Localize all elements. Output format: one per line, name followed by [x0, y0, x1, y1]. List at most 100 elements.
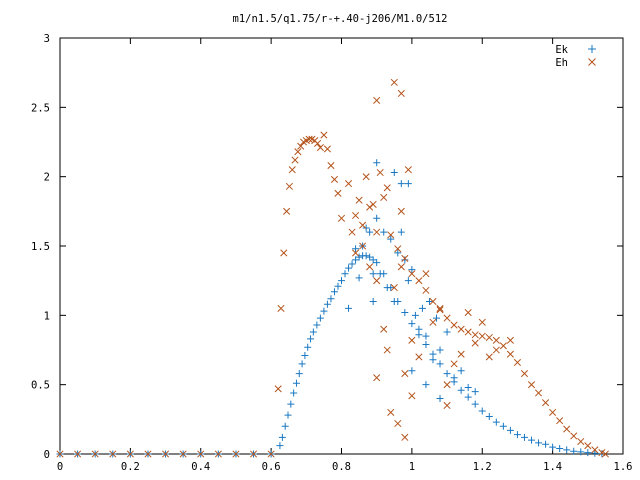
point-eh — [390, 78, 398, 86]
point-ek — [408, 266, 416, 274]
point-eh — [144, 450, 152, 458]
y-tick-label: 1.5 — [31, 241, 50, 253]
plot-frame — [59, 37, 624, 455]
point-eh — [549, 408, 557, 416]
point-ek — [443, 328, 451, 336]
legend-label-ek: Ek — [555, 44, 568, 56]
point-eh — [429, 318, 437, 326]
x-tick-label: 0.8 — [332, 461, 351, 473]
point-eh — [492, 346, 500, 354]
point-eh — [390, 284, 398, 292]
point-eh — [408, 336, 416, 344]
point-eh — [373, 96, 381, 104]
point-ek — [397, 180, 405, 188]
series-marks — [56, 78, 609, 458]
point-ek — [598, 450, 606, 458]
point-ek — [422, 332, 430, 340]
point-ek — [535, 439, 543, 447]
point-eh — [408, 270, 416, 278]
y-tick-label: 0 — [44, 449, 50, 461]
point-ek — [323, 300, 331, 308]
point-eh — [443, 381, 451, 389]
point-eh — [74, 450, 82, 458]
point-ek — [387, 235, 395, 243]
point-eh — [584, 442, 592, 450]
point-ek — [373, 159, 381, 167]
legend-marker-ek — [588, 45, 596, 53]
point-eh — [471, 331, 479, 339]
y-tick-label: 2.5 — [31, 102, 50, 114]
point-eh — [91, 450, 99, 458]
y-tick-label: 2 — [44, 172, 50, 184]
point-ek — [471, 388, 479, 396]
point-ek — [563, 446, 571, 454]
point-ek — [422, 381, 430, 389]
point-eh — [563, 425, 571, 433]
point-ek — [369, 297, 377, 305]
point-eh — [577, 437, 585, 446]
point-ek — [316, 314, 324, 322]
point-eh — [499, 342, 507, 350]
point-ek — [276, 442, 284, 450]
point-ek — [362, 224, 370, 232]
point-ek — [362, 252, 370, 260]
y-tick-label: 3 — [44, 33, 50, 45]
point-ek — [404, 180, 412, 188]
x-tick-label: 0.2 — [121, 461, 140, 473]
y-tick-label: 1 — [44, 310, 50, 322]
point-eh — [394, 419, 402, 428]
point-ek — [369, 256, 377, 264]
point-ek — [352, 256, 360, 264]
x-tick-label: 1.4 — [543, 461, 562, 473]
point-eh — [297, 142, 305, 150]
point-ek — [499, 422, 507, 430]
point-eh — [274, 385, 282, 393]
x-tick-label: 0.6 — [262, 461, 281, 473]
point-ek — [338, 277, 345, 285]
point-eh — [383, 184, 391, 192]
point-ek — [345, 264, 353, 272]
point-eh — [401, 433, 409, 441]
point-eh — [443, 314, 451, 322]
point-eh — [443, 401, 451, 410]
point-ek — [464, 383, 472, 391]
point-eh — [570, 432, 578, 440]
x-tick-label: 1 — [409, 461, 415, 473]
point-ek — [577, 448, 585, 456]
point-eh — [478, 318, 486, 326]
point-ek — [383, 284, 391, 292]
y-tick-label: 0.5 — [31, 380, 50, 392]
point-eh — [214, 450, 222, 458]
point-eh — [542, 399, 550, 407]
point-eh — [513, 358, 521, 367]
point-ek — [429, 356, 437, 364]
point-eh — [109, 450, 117, 458]
point-eh — [429, 297, 437, 306]
point-ek — [281, 422, 289, 430]
point-ek — [341, 270, 349, 278]
point-eh — [323, 145, 331, 153]
point-eh — [277, 304, 285, 312]
point-ek — [433, 314, 441, 322]
point-ek — [373, 214, 381, 222]
point-ek — [549, 443, 557, 451]
point-eh — [401, 254, 409, 263]
point-ek — [352, 245, 360, 253]
point-ek — [528, 436, 536, 444]
legend-label-eh: Eh — [555, 57, 568, 69]
point-eh — [478, 332, 486, 340]
point-eh — [394, 245, 402, 253]
point-ek — [298, 360, 306, 368]
point-ek — [425, 297, 433, 305]
point-ek — [309, 328, 317, 336]
point-eh — [404, 166, 412, 174]
point-ek — [436, 346, 444, 354]
point-ek — [301, 352, 309, 360]
point-eh — [506, 350, 514, 358]
point-ek — [390, 169, 398, 177]
point-ek — [401, 309, 409, 317]
x-tick-label: 0.4 — [191, 461, 210, 473]
point-ek — [313, 321, 321, 329]
x-tick-label: 1.6 — [614, 461, 633, 473]
point-ek — [478, 407, 486, 415]
